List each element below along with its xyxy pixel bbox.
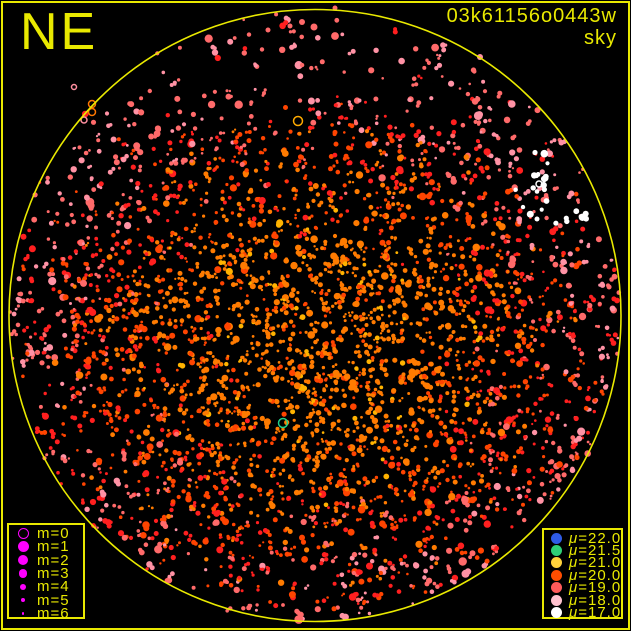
legend-label: m=1: [37, 538, 70, 556]
legend-row-m4: m=4: [9, 578, 83, 596]
legend-label: μ=20.0: [569, 566, 622, 584]
magnitude-marker-icon: [9, 528, 37, 540]
legend-row-m2: m=2: [9, 551, 83, 569]
legend-label: μ=21.0: [569, 554, 622, 572]
plot-title-block: 03k61156o0443w sky: [447, 5, 617, 49]
legend-row-mu4: μ=19.0: [544, 579, 622, 597]
legend-row-m1: m=1: [9, 538, 83, 556]
plot-subtitle: sky: [584, 27, 617, 49]
legend-label: m=0: [37, 525, 70, 543]
brightness-marker-icon: [544, 532, 569, 544]
magnitude-marker-icon: [9, 597, 37, 603]
legend-label: m=4: [37, 578, 70, 596]
brightness-marker-icon: [544, 607, 569, 619]
legend-label: μ=21.5: [569, 542, 622, 560]
surface-brightness-legend: μ=22.0 μ=21.5 μ=21.0 μ=20.0 μ=19.0 μ=18.0 μ=17…: [542, 528, 623, 622]
brightness-marker-icon: [544, 594, 569, 606]
legend-row-mu6: μ=17.0: [544, 604, 622, 622]
legend-row-mu3: μ=20.0: [544, 566, 622, 584]
legend-row-m6: m=6: [9, 604, 83, 622]
quadrant-label: NE: [20, 3, 99, 61]
legend-label: μ=18.0: [569, 591, 622, 609]
brightness-marker-icon: [544, 545, 569, 557]
magnitude-marker-icon: [9, 612, 37, 615]
legend-label: m=6: [37, 604, 70, 622]
brightness-marker-icon: [544, 569, 569, 581]
legend-row-mu1: μ=21.5: [544, 542, 622, 560]
legend-row-m0: m=0: [9, 525, 83, 543]
legend-row-m3: m=3: [9, 565, 83, 583]
legend-label: μ=19.0: [569, 579, 622, 597]
legend-row-m5: m=5: [9, 591, 83, 609]
magnitude-marker-icon: [9, 569, 37, 578]
legend-label: μ=22.0: [569, 529, 622, 547]
magnitude-marker-icon: [9, 555, 37, 566]
magnitude-marker-icon: [9, 583, 37, 590]
legend-label: μ=17.0: [569, 604, 622, 622]
legend-row-mu0: μ=22.0: [544, 529, 622, 547]
magnitude-marker-icon: [9, 541, 37, 553]
magnitude-legend: m=0 m=1 m=2 m=3 m=4 m=5 m=6: [7, 523, 85, 622]
legend-label: m=5: [37, 591, 70, 609]
legend-row-mu2: μ=21.0: [544, 554, 622, 572]
brightness-marker-icon: [544, 582, 569, 594]
legend-row-mu5: μ=18.0: [544, 591, 622, 609]
legend-label: m=3: [37, 565, 70, 583]
legend-label: m=2: [37, 551, 70, 569]
brightness-marker-icon: [544, 557, 569, 569]
plot-title: 03k61156o0443w: [446, 5, 617, 27]
